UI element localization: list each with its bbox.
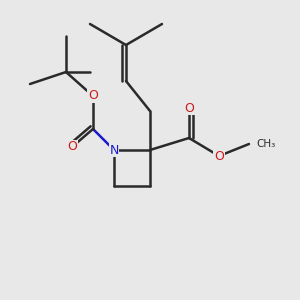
Text: O: O — [67, 140, 77, 154]
Text: O: O — [184, 101, 194, 115]
Text: CH₃: CH₃ — [256, 139, 276, 149]
Text: O: O — [214, 149, 224, 163]
Text: N: N — [109, 143, 119, 157]
Text: O: O — [88, 89, 98, 103]
